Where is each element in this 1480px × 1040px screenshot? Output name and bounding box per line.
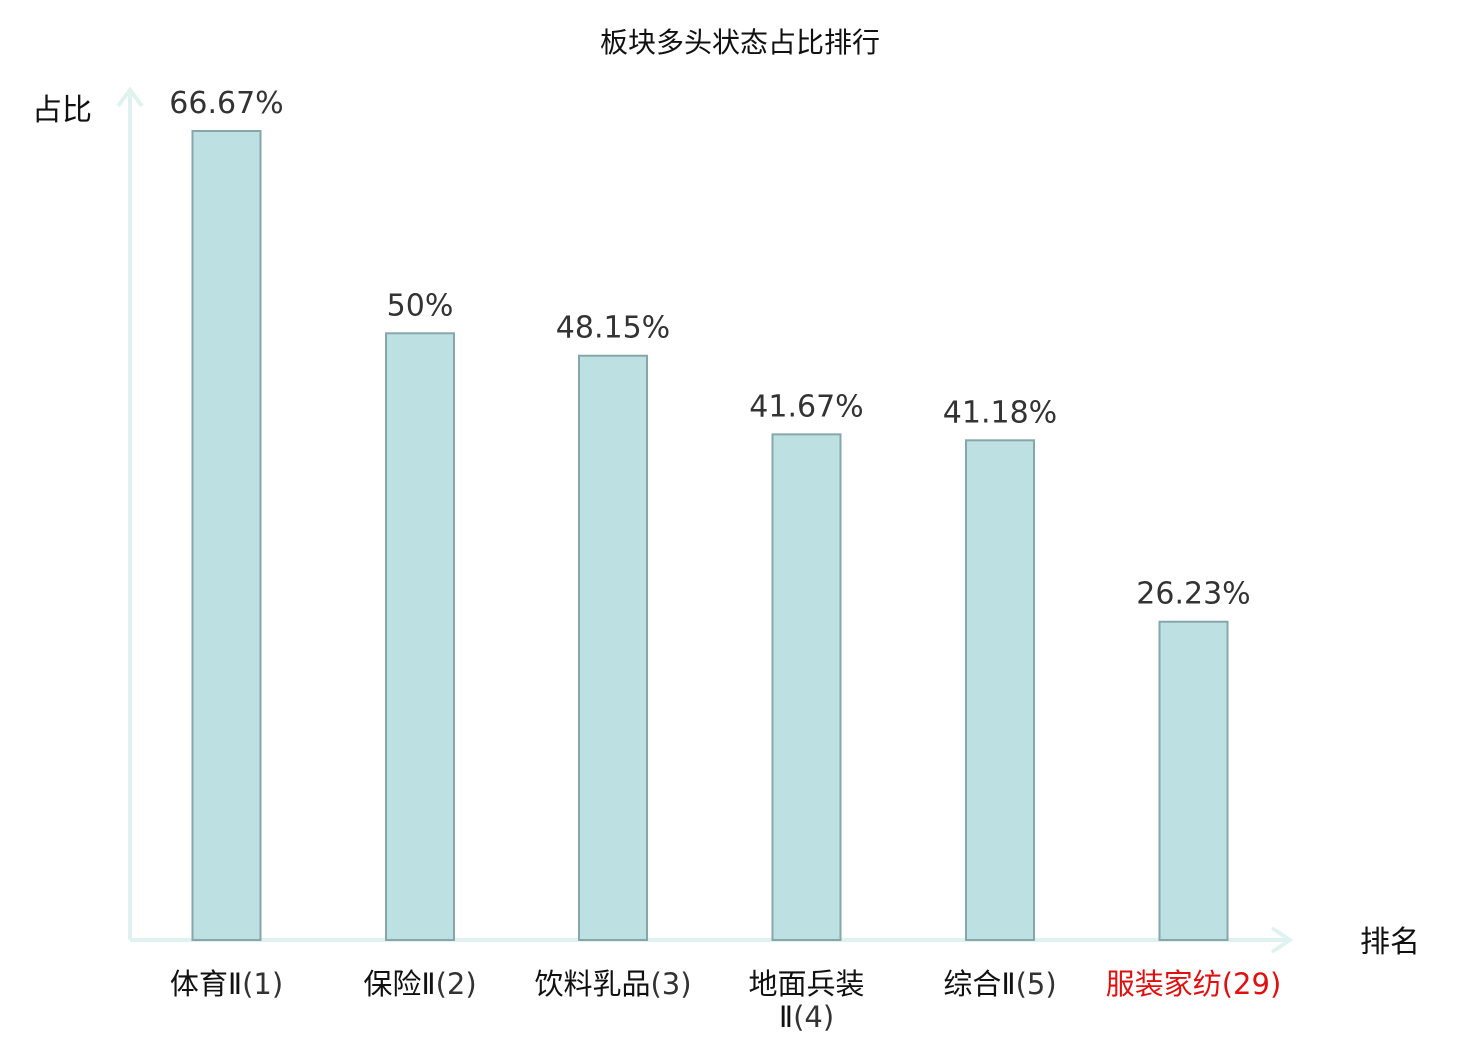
value-label: 41.18% <box>943 395 1057 430</box>
y-axis-arrow <box>116 86 144 108</box>
x-axis-arrow <box>1270 926 1294 954</box>
value-label: 48.15% <box>556 311 670 346</box>
value-label: 26.23% <box>1136 577 1250 612</box>
category-name-cont: Ⅱ <box>779 1000 793 1034</box>
category-label: 饮料乳品(3) <box>534 967 691 1001</box>
category-name: 饮料乳品 <box>534 967 650 1001</box>
category-name: 综合Ⅱ <box>943 967 1015 1001</box>
value-label: 41.67% <box>749 389 863 424</box>
category-name: 地面兵装 <box>748 967 864 1001</box>
bar <box>1158 620 1229 941</box>
x-axis-label: 排名 <box>1360 925 1420 960</box>
category-labels: 体育Ⅱ(1) 保险Ⅱ(2) 饮料乳品(3) 地面兵装 Ⅱ(4) 综合Ⅱ(5) 服装家纺(29… <box>170 967 1281 1034</box>
bar <box>578 354 648 942</box>
value-labels: 66.67% 50% 48.15% 41.67% 41.18% 26.23% <box>169 86 1250 612</box>
bars <box>191 130 1229 942</box>
axes <box>116 86 1294 954</box>
category-label: 综合Ⅱ(5) <box>943 967 1056 1001</box>
value-label: 50% <box>387 288 454 323</box>
category-label: 体育Ⅱ(1) <box>170 967 283 1001</box>
category-rank: (5) <box>1016 967 1057 1001</box>
bar <box>771 433 842 941</box>
category-rank: (1) <box>242 967 283 1001</box>
bar <box>965 439 1035 941</box>
category-name: 体育Ⅱ <box>170 967 242 1001</box>
chart-title: 板块多头状态占比排行 <box>600 26 880 59</box>
category-label: 地面兵装 Ⅱ(4) <box>748 967 864 1034</box>
category-name: 保险Ⅱ <box>363 967 435 1001</box>
category-rank: (2) <box>436 967 477 1001</box>
category-rank: (4) <box>793 1000 834 1034</box>
value-label: 66.67% <box>169 86 283 121</box>
category-rank: (29) <box>1222 967 1282 1001</box>
bar <box>385 332 455 941</box>
category-label: 服装家纺(29) <box>1106 967 1282 1001</box>
bar <box>191 130 262 941</box>
category-name: 服装家纺 <box>1106 967 1222 1001</box>
category-label: 保险Ⅱ(2) <box>363 967 476 1001</box>
y-axis-label: 占比 <box>32 93 92 128</box>
category-rank: (3) <box>650 967 691 1001</box>
